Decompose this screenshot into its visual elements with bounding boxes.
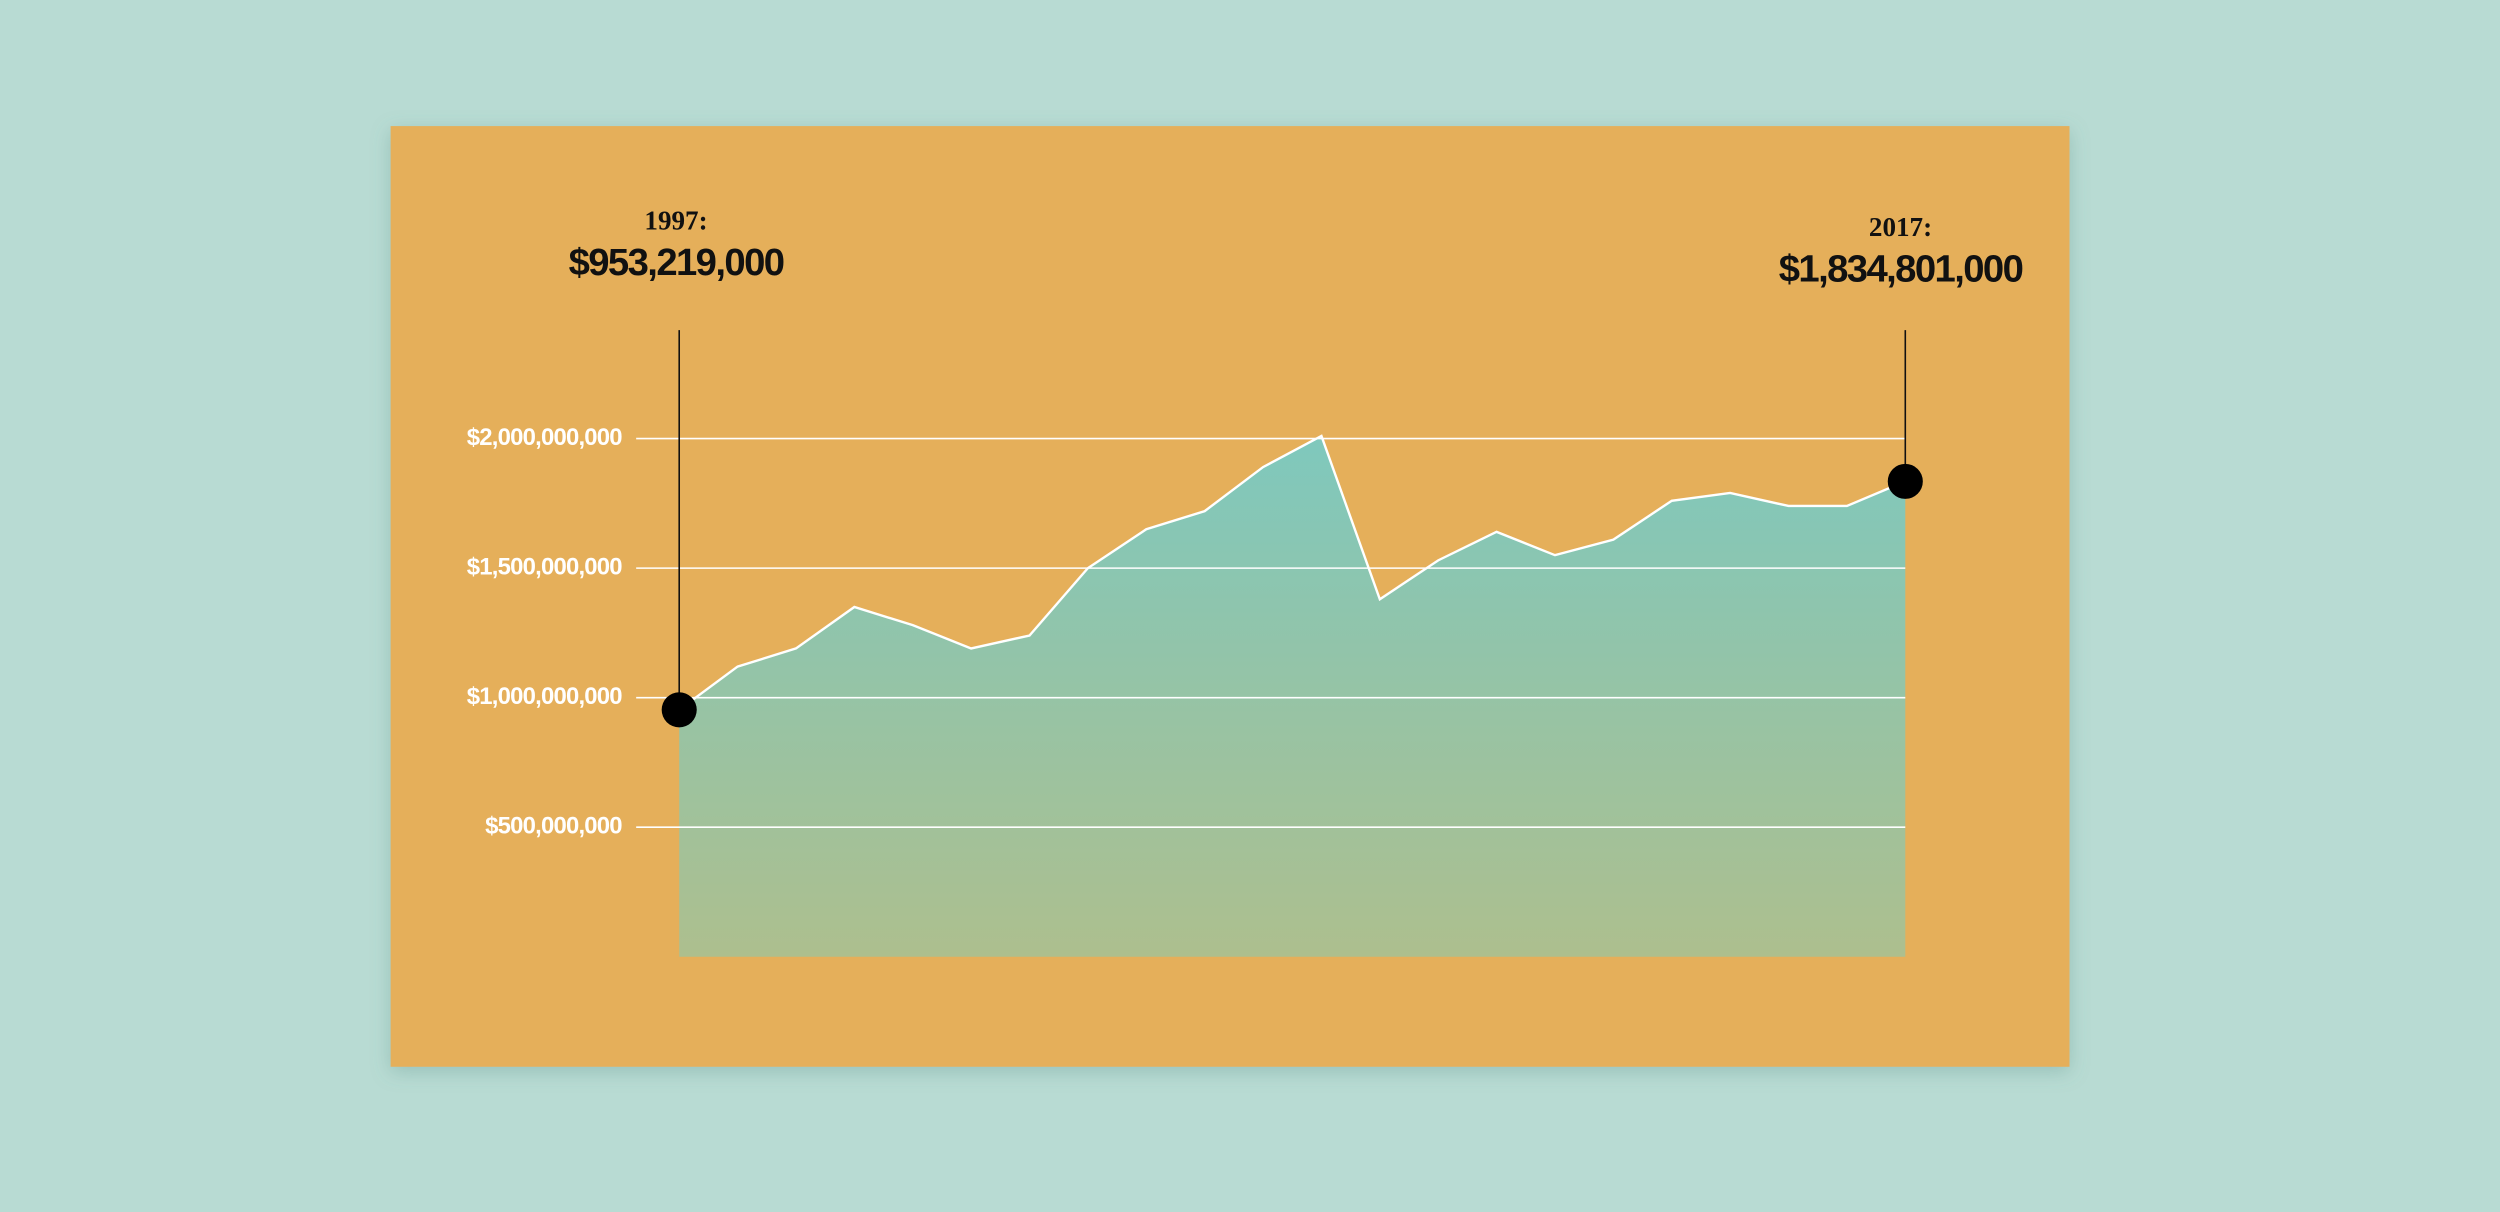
- annotation-year: 1997:: [644, 206, 707, 236]
- y-tick-label: $500,000,000: [485, 813, 622, 840]
- annotation-year: 2017:: [1869, 212, 1932, 242]
- y-tick-label: $1,500,000,000: [467, 553, 623, 580]
- annotation-value: $1,834,801,000: [1779, 247, 2023, 290]
- point: [661, 692, 697, 728]
- y-tick-label: $1,000,000,000: [467, 683, 623, 710]
- area-line: [678, 434, 1906, 711]
- y-tick-label: $2,000,000,000: [467, 424, 623, 451]
- annotation-value: $953,219,000: [569, 241, 784, 284]
- point: [1887, 463, 1923, 499]
